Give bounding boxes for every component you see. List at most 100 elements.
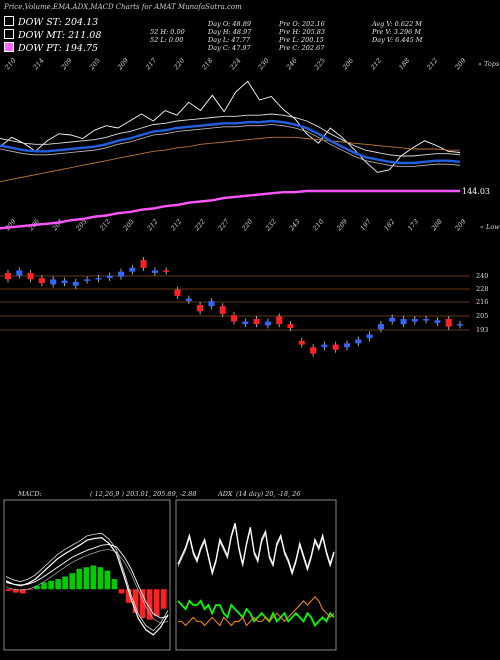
top-label: 212 (368, 57, 383, 72)
candle (151, 270, 158, 273)
candle (38, 278, 45, 284)
top-label: 209 (59, 57, 74, 72)
legend-swatch (4, 42, 14, 52)
low-label: 173 (406, 218, 420, 233)
top-label: 246 (284, 57, 299, 72)
candle (129, 267, 136, 272)
macd-bar (111, 579, 118, 590)
macd-bar (62, 576, 68, 590)
chart-title: Price,Volume,EMA,ADX,MACD Charts for AMA… (4, 3, 242, 11)
top-label: 209 (453, 57, 468, 72)
stat-avg-volume: Avg V: 0.622 M (372, 20, 422, 28)
macd-bar (160, 589, 167, 609)
candle (72, 281, 79, 286)
candle (185, 298, 192, 302)
low-label: 243 (287, 218, 302, 233)
candle (197, 304, 204, 312)
level-label: 228 (476, 285, 488, 293)
macd-line (5, 536, 169, 636)
top-label: 224 (228, 57, 243, 72)
candle (423, 319, 430, 321)
ema-line-brown (0, 136, 460, 183)
stat-52-high: 52 H: 0.00 (150, 28, 185, 36)
macd-bar (27, 589, 33, 591)
stat-day-high: Day H: 48.97 (208, 28, 252, 36)
low-label: 209 (334, 218, 349, 233)
candle (163, 270, 170, 272)
candle (400, 319, 407, 325)
top-label: 214 (31, 57, 46, 72)
low-label: 208 (429, 218, 444, 233)
low-label: 209 (453, 218, 468, 233)
top-label: 230 (256, 57, 271, 72)
candle (174, 289, 181, 296)
macd-label: MACD: (18, 490, 42, 498)
stat-pre-volume: Pre V: 3.296 M (372, 28, 422, 36)
top-label: 220 (172, 57, 187, 72)
top-label: 225 (312, 57, 327, 72)
ema-line-magenta (0, 189, 460, 230)
low-label: 220 (240, 218, 255, 233)
macd-line (5, 533, 169, 632)
legend-dow-pt: DOW PT: 194.75 (4, 42, 98, 54)
low-label: 209 (3, 218, 18, 233)
level-label: 193 (476, 326, 488, 334)
stat-pre-open: Pre O: 202.16 (279, 20, 325, 28)
legend-dow-st: DOW ST: 204.13 (4, 16, 98, 28)
macd-params: ( 12,26,9 ) 203.01, 205.89, -2.88 (90, 490, 197, 498)
candle (287, 324, 294, 328)
top-label: 218 (200, 57, 215, 72)
level-label: 240 (476, 272, 488, 280)
macd-bar (153, 589, 160, 617)
signal-line (5, 549, 169, 624)
adx-area (177, 523, 335, 628)
macd-bar (76, 568, 83, 590)
macd-bar (41, 582, 47, 590)
macd-bar (55, 579, 61, 590)
candle (61, 280, 68, 284)
macd-bar (34, 585, 40, 590)
stat-day-close: Day C: 47.97 (208, 44, 251, 52)
adx-line (177, 525, 335, 576)
macd-bar (104, 570, 111, 590)
ema-area (0, 80, 461, 230)
legend-label: DOW MT: 211.08 (18, 30, 102, 41)
candle (95, 278, 102, 280)
top-label: 212 (425, 57, 440, 72)
candle (253, 319, 260, 325)
macd-bar (132, 589, 139, 613)
stat-pre-low: Pre L: 200.15 (279, 36, 324, 44)
candle (445, 319, 452, 327)
low-label: 210 (311, 218, 326, 233)
candle (242, 321, 249, 325)
candle (219, 306, 226, 314)
top-label: 205 (87, 57, 102, 72)
legend-label: DOW ST: 204.13 (18, 17, 99, 28)
candle (118, 271, 124, 277)
low-label: 212 (97, 218, 112, 233)
low-label: 227 (216, 217, 231, 233)
top-label: 217 (143, 56, 158, 72)
low-label: 182 (382, 218, 396, 233)
ema-line (0, 124, 461, 167)
stat-day-volume: Day V: 6.445 M (372, 36, 423, 44)
level-label: 205 (476, 312, 488, 320)
candle (366, 334, 373, 339)
top-labels: 210 214 209 205 209 217 220 218 224 230 246 225 206 2… (3, 56, 468, 72)
macd-bar (118, 589, 125, 594)
candle (411, 319, 418, 322)
candle (16, 270, 23, 276)
candle (377, 324, 384, 330)
low-label: 222 (192, 218, 207, 233)
low-label: 204 (50, 218, 65, 233)
candle (106, 275, 113, 279)
candle (332, 344, 339, 350)
legend-dow-mt: DOW MT: 211.08 (4, 29, 101, 41)
candle (50, 279, 57, 285)
tops-caption: « Tops (478, 60, 500, 68)
level-label: 216 (476, 298, 488, 306)
macd-bar (90, 565, 97, 590)
low-label: 232 (263, 218, 278, 233)
candle (310, 347, 317, 354)
